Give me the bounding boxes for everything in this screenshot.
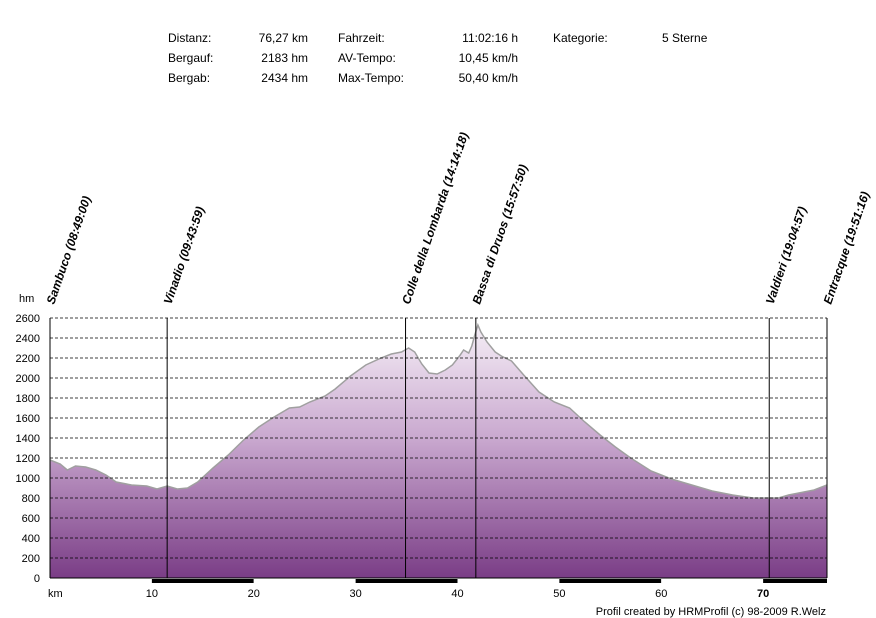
y-tick-label: 400 (22, 533, 40, 545)
y-tick-label: 1600 (16, 413, 40, 425)
y-tick-label: 2400 (16, 333, 40, 345)
waypoint-label: Bassa di Druos (15:57:50) (469, 163, 530, 306)
waypoint-label: Colle della Lombarda (14:14:18) (399, 131, 471, 306)
x-tick-label: 50 (553, 588, 565, 600)
y-tick-label: 2200 (16, 353, 40, 365)
scale-bar-segment (151, 579, 254, 583)
max-speed-label: Max-Tempo: (338, 71, 405, 85)
scale-bar-segment (661, 579, 764, 583)
waypoint-label: Vinadio (09:43:59) (161, 205, 208, 306)
x-tick-label: 20 (248, 588, 260, 600)
descent-value: 2434 hm (261, 71, 308, 85)
descent-label: Bergab: (168, 71, 211, 85)
y-tick-label: 600 (22, 513, 40, 525)
elevation-area (50, 325, 827, 578)
scale-bar-segment (763, 579, 827, 583)
time-value: 11:02:16 h (462, 31, 518, 45)
x-tick-label: 70 (757, 588, 769, 600)
scale-bar-segment (457, 579, 560, 583)
y-axis-label: hm (19, 293, 34, 305)
time-label: Fahrzeit: (338, 31, 385, 45)
x-tick-label: 10 (146, 588, 158, 600)
y-tick-label: 1800 (16, 393, 40, 405)
scale-bar-segment (253, 579, 356, 583)
scale-bar-segment (50, 579, 152, 583)
waypoint-label: Valdieri (19:04:57) (763, 205, 810, 306)
category-value: 5 Sterne (662, 31, 708, 45)
y-tick-label: 2000 (16, 373, 40, 385)
category-label: Kategorie: (553, 31, 608, 45)
footer-credit: Profil created by HRMProfil (c) 98-2009 … (596, 606, 826, 618)
ascent-value: 2183 hm (261, 51, 308, 65)
x-tick-label: 40 (451, 588, 463, 600)
distance-value: 76,27 km (258, 31, 308, 45)
y-tick-label: 800 (22, 493, 40, 505)
waypoint-label: Sambuco (08:49:00) (44, 194, 94, 306)
y-tick-label: 200 (22, 553, 40, 565)
distance-label: Distanz: (168, 31, 212, 45)
ascent-label: Bergauf: (168, 51, 214, 65)
x-tick-label: 60 (655, 588, 667, 600)
tour-stats: Distanz: 76,27 km Bergauf: 2183 hm Berga… (0, 0, 876, 100)
avg-speed-label: AV-Tempo: (338, 51, 396, 65)
y-tick-label: 1200 (16, 453, 40, 465)
x-axis-label: km (48, 588, 63, 600)
scale-bar-segment (559, 579, 662, 583)
scale-bar-segment (355, 579, 458, 583)
y-tick-label: 2600 (16, 313, 40, 325)
waypoint-label: Entracque (19:51:16) (821, 190, 873, 306)
avg-speed-value: 10,45 km/h (458, 51, 518, 65)
x-tick-label: 30 (349, 588, 361, 600)
max-speed-value: 50,40 km/h (458, 71, 518, 85)
y-tick-label: 1000 (16, 473, 40, 485)
elevation-line (49, 322, 828, 499)
y-tick-label: 1400 (16, 433, 40, 445)
y-tick-label: 0 (34, 573, 40, 585)
